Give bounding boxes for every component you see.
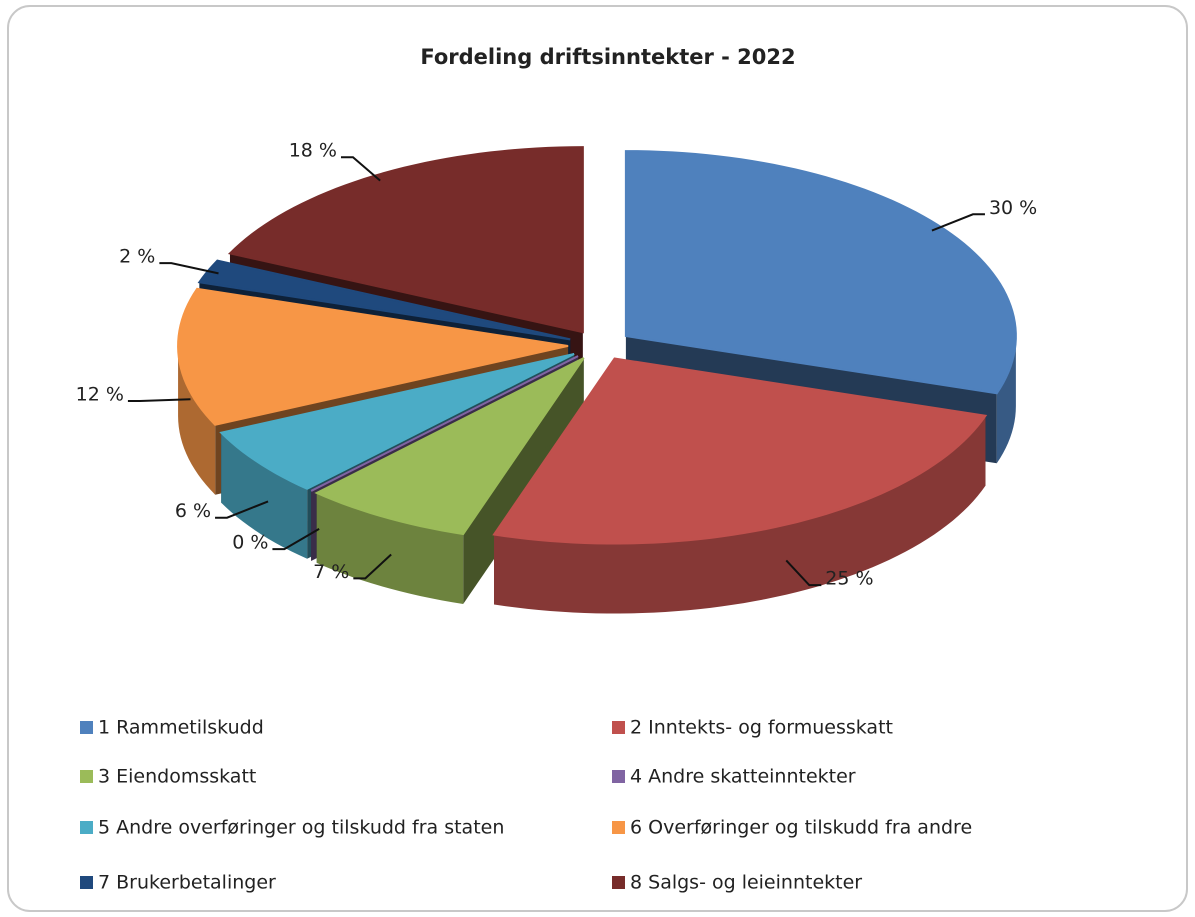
leader-line: [785, 559, 822, 587]
legend-swatch: [80, 770, 93, 783]
legend-label: 1 Rammetilskudd: [98, 717, 264, 739]
slice: [492, 357, 988, 545]
slice: [219, 352, 575, 490]
legend-label: 7 Brukerbetalinger: [98, 872, 276, 894]
slice-side: [221, 432, 308, 559]
legend-label: 3 Eiendomsskatt: [98, 766, 256, 788]
legend-label: 8 Salgs- og leieinntekter: [630, 872, 862, 894]
slice: [314, 357, 585, 536]
leader-line: [931, 213, 985, 232]
legend-swatch: [612, 876, 625, 889]
data-label: 30 %: [989, 197, 1037, 219]
data-label: 0 %: [232, 532, 268, 554]
legend-label: 2 Inntekts- og formuesskatt: [630, 717, 893, 739]
data-label: 18 %: [289, 140, 337, 162]
slice: [177, 287, 569, 426]
legend-swatch: [612, 770, 625, 783]
leader-line: [127, 398, 191, 402]
slice-side: [178, 345, 216, 495]
data-label: 25 %: [825, 568, 873, 590]
legend-swatch: [80, 721, 93, 734]
leader-line: [215, 500, 269, 519]
legend-swatch: [612, 721, 625, 734]
data-label: 7 %: [313, 561, 349, 583]
legend-label: 4 Andre skatteinntekter: [630, 766, 856, 788]
legend-swatch: [80, 821, 93, 834]
legend-swatch: [80, 876, 93, 889]
legend-label: 6 Overføringer og tilskudd fra andre: [630, 817, 972, 839]
legend-label: 5 Andre overføringer og tilskudd fra sta…: [98, 817, 504, 839]
leader-line: [272, 528, 320, 551]
slice-side: [316, 492, 464, 605]
leader-line: [340, 156, 381, 182]
data-label: 6 %: [175, 500, 211, 522]
data-label: 2 %: [119, 246, 155, 268]
chart-title: Fordeling driftsinntekter - 2022: [420, 45, 795, 69]
leader-line: [159, 262, 219, 275]
legend-swatch: [612, 821, 625, 834]
slice-side: [494, 415, 986, 614]
leader-line: [353, 553, 392, 580]
data-label: 12 %: [76, 383, 124, 405]
